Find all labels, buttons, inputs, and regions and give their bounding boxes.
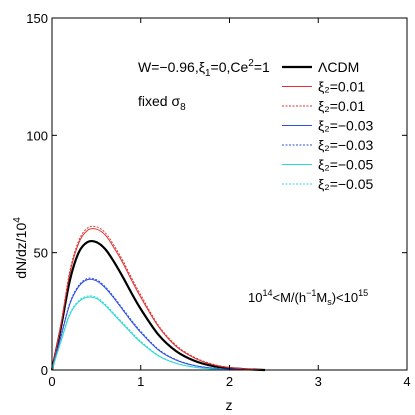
series-line-6 — [51, 295, 230, 371]
x-tick-label-1: 1 — [137, 374, 144, 389]
mass-p2: <M/(h — [272, 290, 306, 305]
x-tick-label-2: 2 — [226, 374, 233, 389]
y-tick-label-3: 150 — [26, 11, 48, 26]
mass-s1: 14 — [262, 288, 272, 298]
y-tick-label-2: 100 — [26, 128, 48, 143]
mass-s3: s — [327, 297, 332, 307]
legend-label-6: ξ₂=−0.05 — [318, 176, 374, 192]
y-tick-label-1: 50 — [34, 246, 48, 261]
fixed-sub: 8 — [180, 102, 186, 113]
x-tick-label-3: 3 — [315, 374, 322, 389]
y-tick-label-0: 0 — [41, 363, 48, 378]
x-axis-label: z — [226, 397, 233, 413]
mass-s2: −1 — [306, 288, 316, 298]
legend-label-1: ξ₂=0.01 — [318, 79, 365, 95]
y-axis-label-base: dN/dz/10 — [13, 223, 29, 279]
legend-label-0: ΛCDM — [318, 59, 359, 75]
params-mid: =0,Ce — [211, 59, 249, 75]
legend: ΛCDM ξ₂=0.01 ξ₂=0.01 ξ₂=−0.03 ξ₂=−0.03 ξ₂=−0.… — [282, 59, 374, 192]
params-sub1: 1 — [205, 68, 211, 79]
series-line-0 — [50, 239, 266, 372]
x-tick-label-0: 0 — [48, 374, 55, 389]
series-lines — [50, 225, 266, 372]
mass-s4: 15 — [358, 288, 368, 298]
series-line-4 — [51, 277, 248, 371]
params-annotation: W=−0.96,ξ1=0,Ce2=1 — [138, 58, 270, 79]
params-end: =1 — [254, 59, 270, 75]
params-base: W=−0.96,ξ — [138, 59, 205, 75]
legend-label-3: ξ₂=−0.03 — [318, 118, 374, 134]
y-axis-label: dN/dz/104 — [12, 217, 29, 279]
mass-p3: M — [316, 290, 327, 305]
mass-p1: 10 — [248, 290, 262, 305]
y-axis-label-exp: 4 — [12, 217, 23, 223]
mass-range-annotation: 1014<M/(h−1Ms)<1015 — [248, 288, 368, 307]
fixed-base: fixed σ — [138, 93, 180, 109]
legend-label-5: ξ₂=−0.05 — [318, 157, 374, 173]
series-line-2 — [51, 225, 266, 371]
legend-label-4: ξ₂=−0.03 — [318, 137, 374, 153]
mass-p4: )<10 — [332, 290, 358, 305]
legend-label-2: ξ₂=0.01 — [318, 98, 365, 114]
params-sup: 2 — [248, 58, 254, 69]
series-line-3 — [51, 278, 248, 371]
fixed-sigma-annotation: fixed σ8 — [138, 93, 186, 113]
x-tick-label-4: 4 — [403, 374, 410, 389]
axis-ticks: 0 1 2 3 4 0 50 100 150 — [26, 11, 410, 389]
